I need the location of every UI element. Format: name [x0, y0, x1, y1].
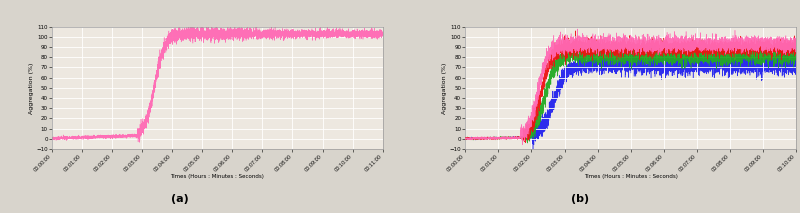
Text: (a): (a) — [171, 194, 189, 204]
X-axis label: Times (Hours : Minutes : Seconds): Times (Hours : Minutes : Seconds) — [170, 174, 264, 179]
X-axis label: Times (Hours : Minutes : Seconds): Times (Hours : Minutes : Seconds) — [584, 174, 678, 179]
Y-axis label: Aggregation (%): Aggregation (%) — [29, 62, 34, 114]
Y-axis label: Aggregation (%): Aggregation (%) — [442, 62, 447, 114]
Text: (b): (b) — [571, 194, 589, 204]
